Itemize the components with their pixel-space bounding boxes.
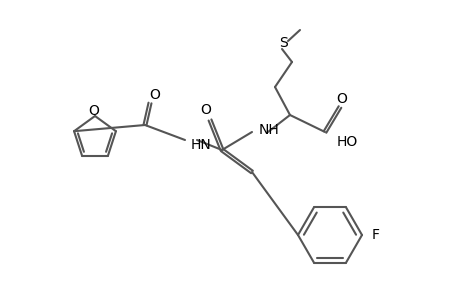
Text: F: F [371,228,379,242]
Text: O: O [149,88,160,102]
Text: O: O [200,103,211,117]
Text: O: O [336,92,347,106]
Text: O: O [89,104,99,118]
Text: HN: HN [190,138,211,152]
Text: HO: HO [336,135,358,149]
Text: S: S [279,36,288,50]
Text: NH: NH [258,123,279,137]
